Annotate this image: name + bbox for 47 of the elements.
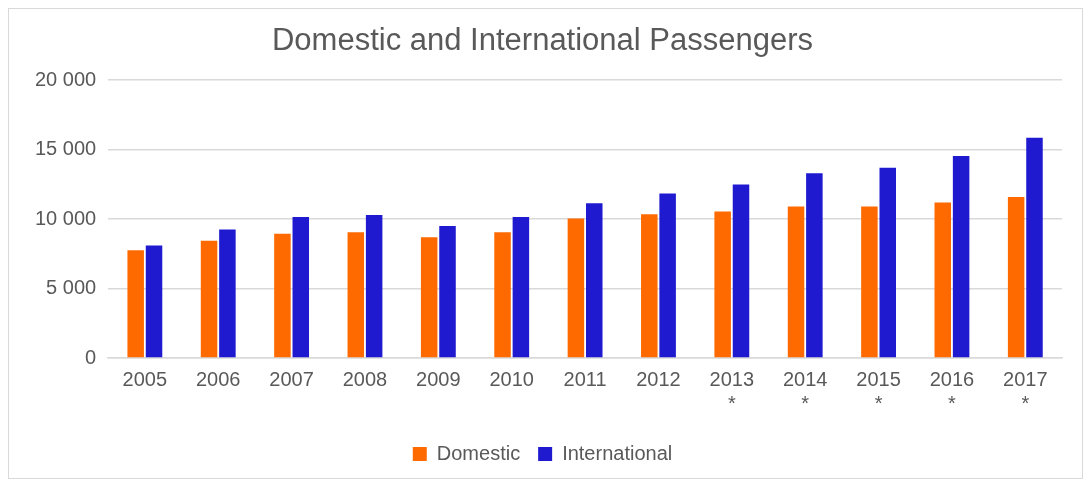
- bar: [861, 206, 878, 358]
- bar: [1007, 196, 1025, 358]
- bar: [641, 214, 658, 358]
- legend-label: Domestic: [436, 441, 521, 464]
- y-tick-label: 20 000: [35, 67, 97, 90]
- x-tick-label: 2017 *: [1003, 367, 1048, 414]
- bar: [145, 245, 163, 358]
- y-tick-label: 5 000: [46, 276, 97, 299]
- x-tick-label: 2012: [636, 367, 681, 390]
- y-tick-label: 10 000: [35, 206, 97, 229]
- bar: [1026, 137, 1043, 358]
- bar: [365, 214, 383, 358]
- x-tick-label: 2014 *: [782, 367, 828, 414]
- x-tick-label: 2010: [489, 367, 534, 390]
- x-tick-label: 2016 *: [929, 367, 975, 414]
- bar: [200, 240, 218, 358]
- x-tick-label: 2008: [342, 367, 388, 390]
- chart-title: Domestic and International Passengers: [271, 22, 814, 58]
- bar: [567, 218, 585, 358]
- bar: [274, 233, 291, 358]
- x-tick-label: 2013 *: [709, 367, 755, 414]
- bar: [714, 211, 731, 358]
- x-tick-label: 2009: [416, 367, 461, 390]
- bar: [127, 250, 144, 358]
- bar: [219, 229, 236, 358]
- y-tick-label: 0: [85, 345, 97, 368]
- bar: [806, 173, 823, 358]
- x-tick-label: 2006: [195, 367, 241, 390]
- bar: [732, 184, 750, 358]
- bar: [292, 217, 310, 358]
- x-tick-label: 2015 *: [856, 367, 901, 414]
- x-tick-label: 2011: [563, 367, 607, 390]
- bar: [934, 202, 952, 358]
- bar: [659, 193, 676, 358]
- x-tick-label: 2007: [269, 367, 314, 390]
- bar: [787, 206, 805, 358]
- bar: [347, 232, 365, 358]
- legend-label: International: [562, 441, 673, 464]
- bar: [439, 226, 456, 358]
- bar: [586, 203, 603, 358]
- bar: [420, 237, 438, 358]
- y-tick-label: 15 000: [35, 137, 97, 160]
- bar: [952, 155, 970, 358]
- bar: [512, 217, 530, 358]
- bar: [494, 232, 511, 358]
- bar: [879, 167, 896, 358]
- x-tick-label: 2005: [122, 367, 168, 390]
